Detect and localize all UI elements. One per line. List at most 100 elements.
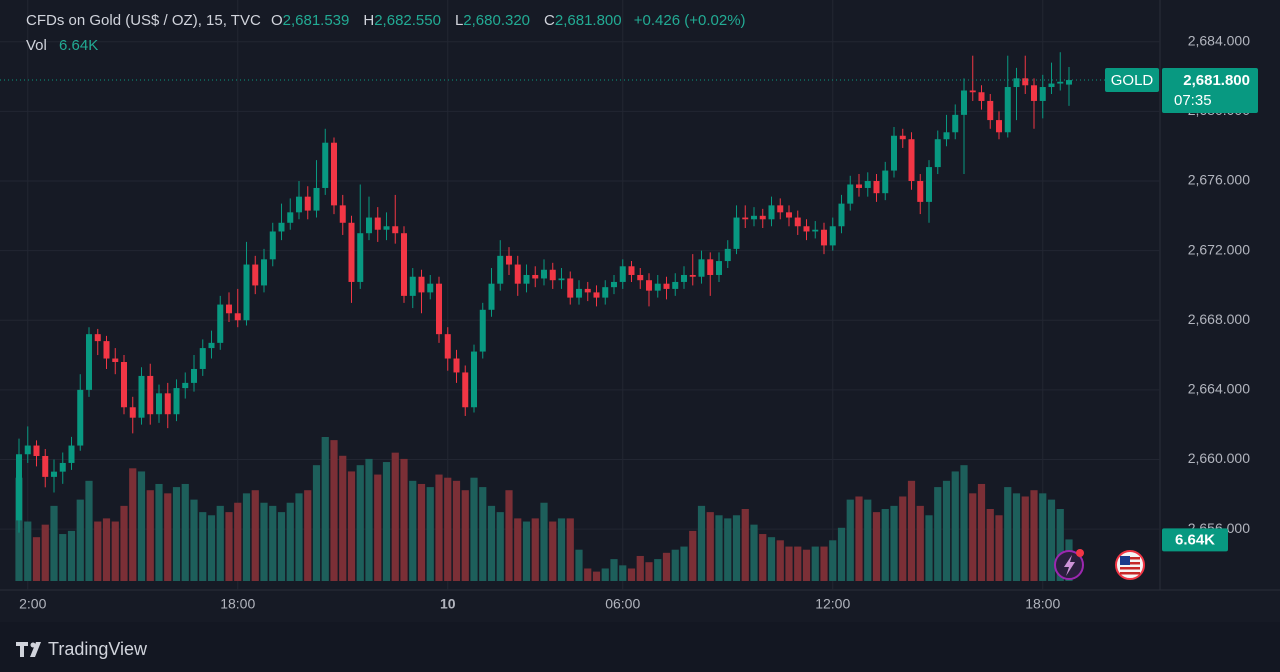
volume-bar: [1039, 493, 1047, 581]
volume-bar: [479, 487, 487, 581]
candle-body: [129, 407, 136, 418]
candle-body: [873, 181, 880, 194]
candle-body: [628, 266, 635, 275]
candle-body: [646, 280, 652, 291]
volume-bar: [137, 471, 146, 581]
volume-bar: [321, 437, 329, 581]
candle-body: [698, 259, 705, 277]
volume-bar: [225, 512, 233, 581]
volume-bar: [435, 474, 443, 581]
volume-bar: [575, 549, 583, 581]
volume-bar: [76, 499, 84, 581]
candle-body: [1004, 87, 1011, 133]
candle-body: [847, 184, 854, 204]
candle-body: [532, 274, 539, 279]
candle-body: [733, 217, 740, 249]
candle-body: [926, 167, 932, 202]
candle-body: [103, 341, 110, 359]
candle-body: [1048, 83, 1055, 88]
volume-bar: [811, 546, 819, 581]
candle-body: [943, 132, 950, 140]
event-icon[interactable]: [1054, 549, 1084, 580]
candle-body: [261, 259, 267, 286]
volume-bar: [549, 521, 557, 581]
volume-bar: [146, 490, 154, 581]
last-price-label: 2,681.800: [1183, 72, 1250, 89]
brand-logo: [16, 642, 41, 657]
candle-body: [978, 92, 985, 101]
candle-body: [593, 292, 600, 298]
volume-bar: [164, 493, 172, 581]
candle-body: [59, 462, 66, 472]
candle-body: [164, 393, 171, 415]
volume-bar: [890, 505, 898, 581]
candle-body: [663, 283, 670, 289]
candle-body: [786, 212, 792, 218]
volume-bar: [50, 505, 58, 581]
candle-body: [322, 142, 329, 188]
symbol-title: CFDs on Gold (US$ / OZ), 15, TVC: [26, 12, 261, 29]
volume-bar: [925, 515, 933, 581]
volume-header: Vol 6.64K: [26, 37, 98, 54]
y-tick-label: 2,684.000: [1188, 32, 1250, 48]
volume-bar: [977, 483, 986, 581]
volume-pane: [15, 437, 1073, 581]
symbol-label: GOLD: [1111, 72, 1154, 89]
candle-body: [838, 203, 845, 227]
candle-body: [864, 181, 871, 188]
candle-body: [217, 304, 224, 343]
volume-bar: [540, 502, 548, 581]
volume-bar: [1004, 487, 1012, 581]
candle-body: [453, 358, 460, 373]
candle-body: [77, 389, 84, 446]
volume-bar: [881, 509, 889, 581]
candle-body: [173, 388, 180, 415]
volume-bar: [505, 490, 513, 581]
volume-value: 6.64K: [59, 37, 99, 54]
volume-bar: [295, 493, 303, 581]
ohlc-key: O: [270, 12, 283, 29]
volume-bar: [260, 502, 268, 581]
volume-bar: [199, 512, 207, 581]
candle-body: [418, 276, 425, 293]
candle-body: [374, 217, 381, 230]
candle-body: [471, 351, 477, 408]
volume-bar: [242, 493, 251, 581]
candle-body: [479, 309, 486, 352]
candle-body: [339, 205, 346, 223]
volume-bar: [759, 534, 767, 581]
candle-body: [619, 266, 626, 282]
volume-bar: [706, 512, 714, 581]
candle-body: [996, 120, 1002, 133]
volume-bar: [365, 458, 373, 581]
volume-bar: [461, 490, 469, 581]
volume-bar: [426, 487, 434, 581]
candle-body: [637, 274, 644, 281]
volume-bar: [899, 496, 907, 581]
candle-body: [882, 170, 889, 194]
volume-bar: [347, 471, 356, 581]
candle-body: [803, 226, 810, 232]
volume-bar: [846, 499, 854, 581]
candle-body: [1031, 85, 1037, 101]
candle-body: [821, 229, 827, 246]
candle-body: [707, 259, 714, 275]
country-flag-icon[interactable]: [1115, 550, 1145, 580]
y-tick-label: 2,672.000: [1188, 241, 1250, 257]
countdown: 07:35: [1174, 92, 1212, 109]
candle-body: [383, 226, 390, 230]
candle-body: [16, 454, 22, 521]
candle-body: [296, 196, 302, 213]
volume-bar: [356, 465, 364, 581]
candle-body: [777, 205, 784, 213]
volume-last-label: 6.64K: [1175, 531, 1215, 548]
volume-bar: [487, 505, 496, 581]
volume-bar: [391, 452, 399, 581]
candle-body: [409, 276, 416, 296]
candle-body: [348, 222, 355, 282]
volume-bar: [32, 537, 41, 581]
candle-body: [856, 184, 862, 188]
volume-bar: [995, 515, 1003, 581]
volume-bar: [1012, 493, 1021, 581]
candle-body: [742, 217, 749, 220]
